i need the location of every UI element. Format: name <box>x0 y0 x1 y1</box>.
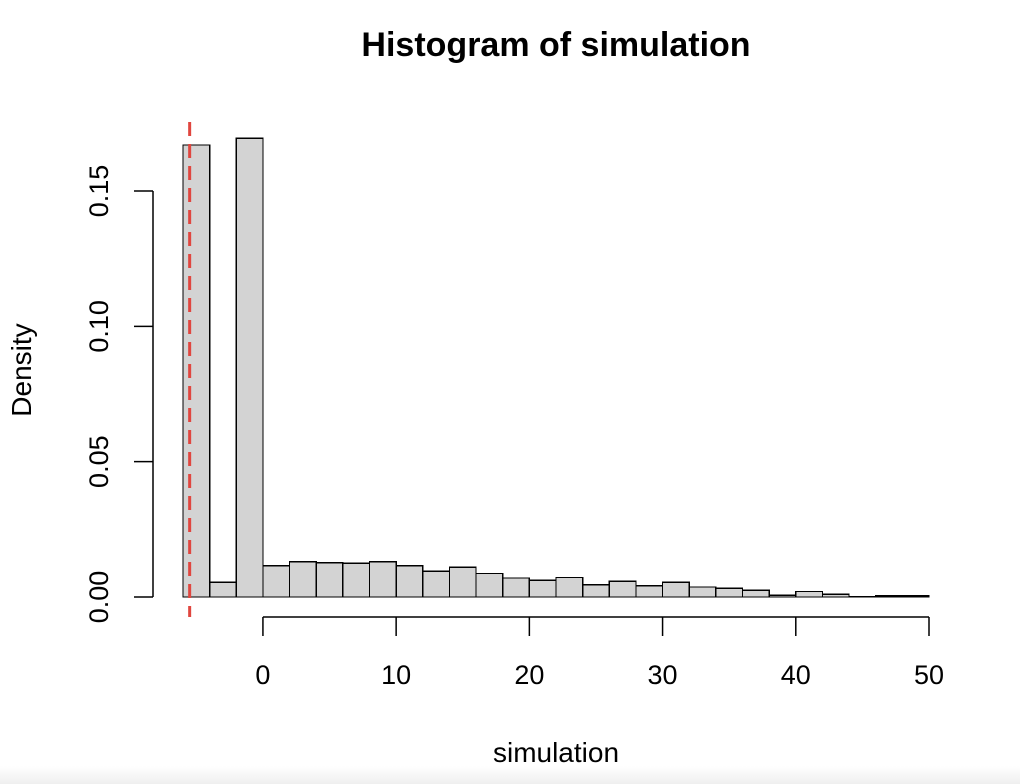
histogram-bar <box>821 593 850 598</box>
histogram-bar <box>528 579 557 598</box>
histogram-bar <box>368 561 397 598</box>
y-axis-tick-label: 0.00 <box>84 571 114 624</box>
histogram-bar <box>208 581 237 598</box>
histogram-bar <box>581 584 610 598</box>
y-axis-label: Density <box>6 323 37 416</box>
x-axis-tick-label: 0 <box>255 660 270 690</box>
x-axis-tick-label: 50 <box>914 660 944 690</box>
x-axis-tick-label: 10 <box>381 660 411 690</box>
histogram-bar <box>741 589 770 598</box>
x-axis-tick-label: 30 <box>648 660 678 690</box>
x-axis-tick-label: 40 <box>781 660 811 690</box>
histogram-bar <box>848 595 877 598</box>
histogram-bar <box>235 137 264 598</box>
histogram-bar <box>555 576 584 598</box>
histogram-bar <box>422 570 451 598</box>
x-axis-label: simulation <box>493 737 619 768</box>
histogram-bar <box>901 595 930 598</box>
histogram-bar <box>608 580 637 598</box>
histogram-bar <box>448 566 477 598</box>
y-axis-tick-label: 0.15 <box>84 165 114 218</box>
plot-layer: 0.00 0.05 0.10 0.15 0 10 20 30 40 50 <box>84 122 944 690</box>
y-axis-tick-label: 0.05 <box>84 435 114 488</box>
histogram-bar <box>315 561 344 598</box>
x-axis-tick-label: 20 <box>514 660 544 690</box>
histogram-bar <box>715 587 744 598</box>
histogram-bar <box>342 562 371 598</box>
histogram-bar <box>875 595 904 598</box>
chart-title: Histogram of simulation <box>361 26 750 64</box>
histogram-bar <box>475 572 504 598</box>
histogram-bar <box>262 565 291 598</box>
histogram-bar <box>661 581 690 598</box>
histogram-bar <box>795 590 824 598</box>
histogram-bar <box>688 586 717 598</box>
y-axis-tick-label: 0.10 <box>84 300 114 353</box>
histogram-bar <box>502 577 530 598</box>
histogram-bar <box>395 565 424 598</box>
histogram-bar <box>768 594 797 598</box>
histogram-bar <box>182 144 211 598</box>
histogram-bar <box>288 561 317 598</box>
histogram-bar <box>635 584 664 598</box>
